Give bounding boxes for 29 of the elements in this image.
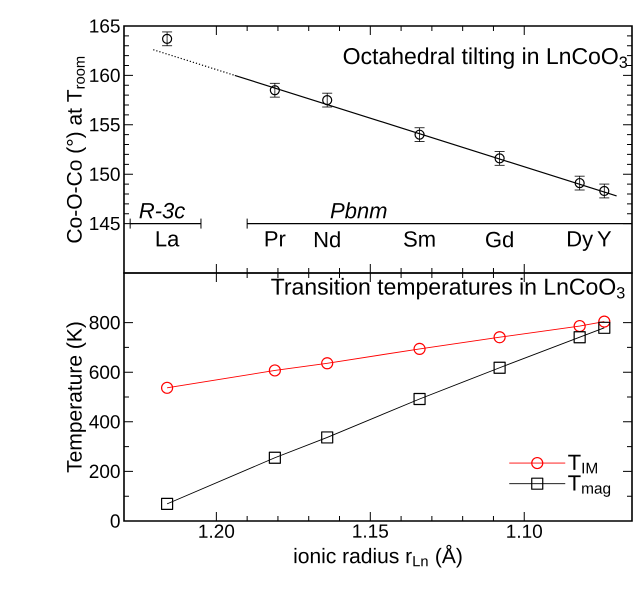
chart-title: Transition temperatures in LnCoO$_{3}$ (271, 278, 625, 300)
x-tick-label: 1.15 (353, 524, 388, 538)
annotation: Pbnm (330, 202, 386, 218)
y-axis-title: Temperature (K) (66, 322, 86, 472)
x-axis-title: ionic radius r$_{Ln}$ (Å) (294, 544, 462, 568)
y-tick-label: 155 (90, 118, 120, 132)
legend-label: T$_{mag}$ (568, 475, 610, 497)
y-tick-label: 160 (90, 68, 120, 82)
annotation: Nd (314, 231, 340, 248)
annotation: Pr (266, 231, 286, 246)
annotation: Gd (486, 231, 513, 248)
y-tick-label: 145 (90, 216, 120, 230)
y-tick-label: 400 (89, 415, 120, 429)
annotation: Y (597, 231, 612, 246)
y-axis-title: Co-O-Co (°) at T$_{room}$ (66, 56, 86, 243)
x-tick-label: 1.10 (507, 524, 542, 538)
y-tick-label: 600 (90, 365, 120, 379)
y-tick-label: 800 (90, 316, 120, 330)
annotation: Dy (568, 231, 594, 251)
annotation: La (156, 231, 180, 247)
legend-label: T$_{IM}$ (568, 454, 597, 474)
x-tick-label: 1.20 (199, 524, 234, 538)
annotation: R-3c (139, 202, 185, 218)
y-tick-label: 165 (90, 19, 120, 33)
y-tick-label: 0 (110, 514, 120, 528)
y-tick-label: 200 (90, 464, 120, 478)
y-tick-label: 150 (90, 167, 120, 181)
annotation: Sm (404, 231, 435, 247)
text: Octahedral tilting in LnCoO$_{3}$ (344, 47, 628, 69)
